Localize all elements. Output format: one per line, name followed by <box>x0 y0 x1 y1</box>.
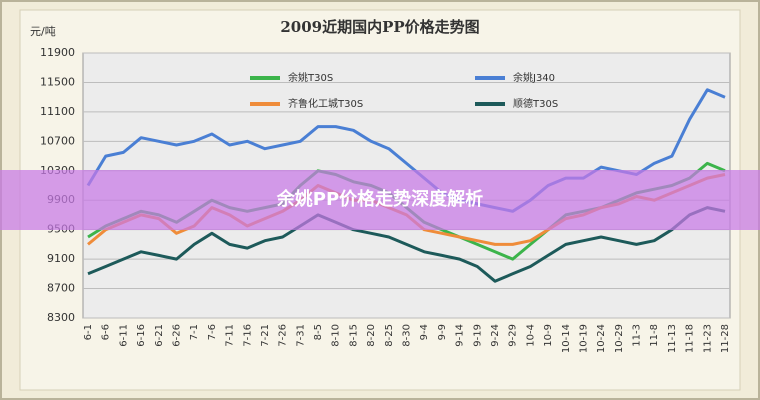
y-tick-label: 11500 <box>40 75 75 88</box>
x-tick-label: 9-19 <box>472 324 483 347</box>
x-tick-label: 11-8 <box>649 324 660 347</box>
x-tick-label: 8-5 <box>313 324 324 340</box>
legend-label: 齐鲁化工城T30S <box>288 97 363 110</box>
y-tick-label: 8700 <box>47 282 75 295</box>
x-tick-label: 10-9 <box>543 324 554 347</box>
x-tick-label: 7-16 <box>242 324 253 347</box>
x-tick-label: 11-13 <box>667 324 678 353</box>
banner-text: 余姚PP价格走势深度解析 <box>276 188 483 210</box>
legend-label: 余姚J340 <box>513 71 555 84</box>
x-tick-label: 9-4 <box>419 324 430 340</box>
x-tick-label: 11-3 <box>632 324 643 347</box>
x-tick-label: 10-29 <box>614 324 625 353</box>
x-tick-label: 6-1 <box>83 324 94 340</box>
banner <box>0 170 760 230</box>
x-tick-label: 11-18 <box>685 324 696 353</box>
x-tick-label: 6-11 <box>118 324 129 347</box>
x-tick-label: 10-4 <box>525 324 536 347</box>
y-tick-label: 9100 <box>47 252 75 265</box>
series-line <box>87 206 726 283</box>
x-tick-label: 7-6 <box>207 324 218 340</box>
x-tick-label: 8-20 <box>366 324 377 347</box>
legend-label: 余姚T30S <box>288 71 333 84</box>
y-tick-label: 10700 <box>40 134 75 147</box>
x-tick-label: 7-31 <box>295 324 306 347</box>
chart-title: 2009近期国内PP价格走势图 <box>280 18 479 36</box>
x-tick-label: 6-26 <box>171 324 182 347</box>
y-tick-label: 8300 <box>47 311 75 324</box>
legend-label: 顺德T30S <box>513 97 558 110</box>
x-tick-label: 10-19 <box>578 324 589 353</box>
x-tick-label: 9-9 <box>437 324 448 340</box>
y-tick-label: 11900 <box>40 46 75 59</box>
x-tick-label: 9-14 <box>455 324 466 347</box>
x-tick-label: 7-1 <box>189 324 200 340</box>
x-tick-label: 8-25 <box>384 324 395 347</box>
x-tick-label: 6-21 <box>154 324 165 347</box>
x-tick-label: 8-10 <box>331 324 342 347</box>
x-tick-label: 6-6 <box>101 324 112 340</box>
x-tick-label: 11-28 <box>720 324 731 353</box>
x-tick-label: 7-11 <box>225 324 236 347</box>
x-tick-label: 9-24 <box>490 324 501 347</box>
x-tick-label: 6-16 <box>136 324 147 347</box>
x-tick-label: 11-23 <box>702 324 713 353</box>
y-tick-label: 11100 <box>40 105 75 118</box>
x-tick-label: 7-21 <box>260 324 271 347</box>
x-tick-label: 7-26 <box>278 324 289 347</box>
x-tick-label: 9-29 <box>508 324 519 347</box>
y-axis-label: 元/吨 <box>30 25 56 38</box>
x-tick-label: 10-14 <box>561 324 572 353</box>
x-tick-label: 8-30 <box>402 324 413 347</box>
x-tick-label: 8-15 <box>348 324 359 347</box>
x-tick-label: 10-24 <box>596 324 607 353</box>
